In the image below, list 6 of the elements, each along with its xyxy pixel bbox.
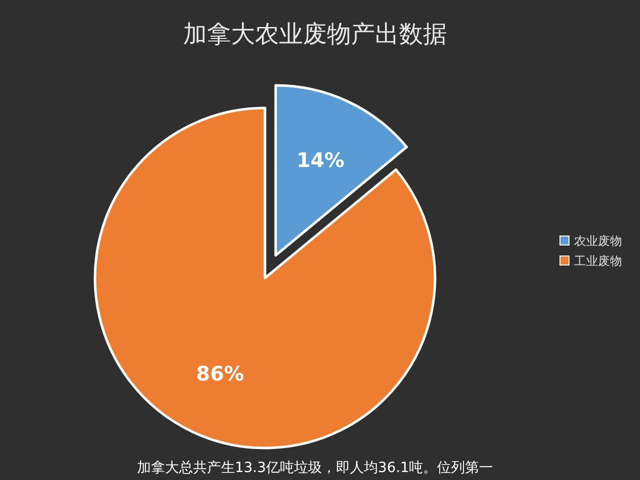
data-label: 86% <box>196 361 244 386</box>
text: 加拿大总共产生13.3亿吨垃圾，即人均36.1吨。位列第一 <box>136 460 494 476</box>
legend-label: 农业废物 <box>574 234 622 248</box>
data-label: 14% <box>296 148 344 172</box>
legend-label: 工业废物 <box>574 254 622 268</box>
chart-title: 加拿大农业废物产出数据 <box>183 20 447 48</box>
